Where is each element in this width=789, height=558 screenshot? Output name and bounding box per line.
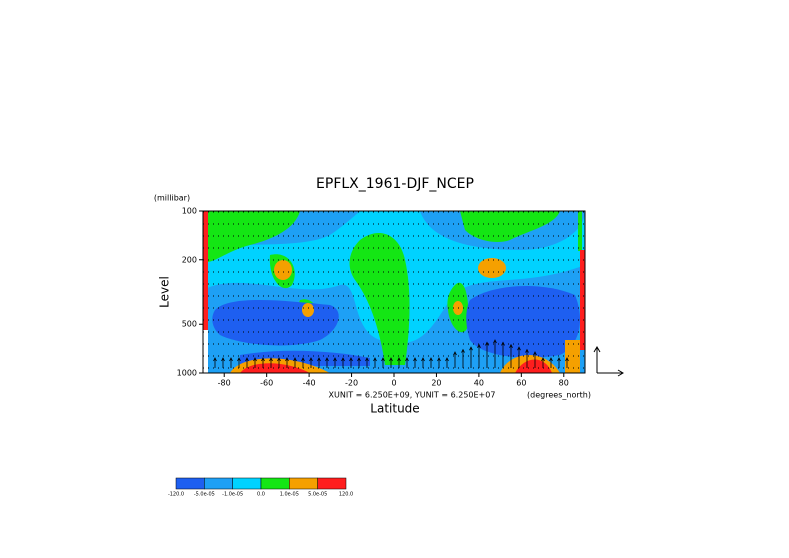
colorbar-label: 120.0 [339,492,353,498]
flux-arrow-head [541,357,545,362]
flux-arrow-head [397,357,401,362]
colorbar-box [260,477,290,490]
colorbar-label: -5.0e-05 [194,492,215,498]
contour-region [580,250,585,350]
contour-region [565,340,580,373]
flux-arrow-head [549,357,553,362]
flux-arrow-head [221,357,225,362]
flux-arrow-head [301,357,305,362]
flux-arrow-head [477,343,481,348]
x-tick-label: -40 [303,379,316,388]
colorbar-label: -1.0e-05 [222,492,243,498]
flux-arrows [213,339,569,368]
flux-arrow-head [445,357,449,362]
colorbar-box [204,477,233,490]
flux-arrow-head [357,357,361,362]
flux-arrow-head [253,357,257,362]
colorbar-box [289,477,318,490]
x-tick-label: -20 [345,379,358,388]
y-axis-label: Level [158,276,172,308]
flux-arrow-head [437,357,441,362]
flux-arrow-head [525,348,529,353]
x-tick-label: 0 [391,379,396,388]
level-dots [203,211,585,369]
flux-arrow-head [413,357,417,362]
flux-arrow-head [373,357,377,362]
annotation: XUNIT = 6.250E+09, YUNIT = 6.250E+07 [329,391,496,400]
flux-arrow-head [269,357,273,362]
x-tick-label: -60 [260,379,273,388]
x-tick-label: 80 [559,379,569,388]
flux-arrow-head [469,346,473,351]
chart-title: EPFLX_1961-DJF_NCEP [316,176,474,192]
flux-arrow-head [349,357,353,362]
flux-arrow-head [381,357,385,362]
y-tick-label: 100 [182,207,197,216]
colorbar-label: 5.0e-05 [308,492,327,498]
flux-arrow-head [493,339,497,344]
flux-arrow-head [245,357,249,362]
flux-arrow-head [261,357,265,362]
flux-arrow-head [509,343,513,348]
colorbar-label: -120.0 [168,492,184,498]
contour-region [466,285,580,358]
flux-arrow-head [517,346,521,351]
flux-arrow-head [405,357,409,362]
colorbar-box [232,477,262,490]
colorbar-box [317,477,347,490]
contour-region [274,260,292,280]
flux-arrow-head [389,357,393,362]
flux-arrow-head [293,357,297,362]
flux-arrow-head [285,357,289,362]
flux-arrow-head [317,357,321,362]
flux-arrow-head [229,357,233,362]
x-axis-label: Latitude [370,402,419,416]
flux-arrow-head [429,357,433,362]
flux-arrow-head [237,357,241,362]
x-tick-label: -80 [218,379,231,388]
flux-arrow-head [333,357,337,362]
x-unit: (degrees_north) [527,391,591,400]
contour-region [212,300,339,346]
contour-region [203,330,208,373]
y-tick-label: 500 [182,320,197,329]
flux-arrow-head [213,357,217,362]
reference-arrow [593,346,624,377]
y-tick-label: 200 [182,255,197,264]
colorbar-box [175,477,205,490]
flux-arrow-head [557,357,561,362]
contour-region [478,258,506,278]
contour-region [578,211,582,251]
y-unit: (millibar) [154,194,190,203]
x-tick-label: 40 [474,379,484,388]
flux-arrow-head [325,357,329,362]
contour-region [302,303,314,317]
contour-field [203,211,585,373]
contour-region [203,211,208,373]
contour-region [460,211,560,242]
flux-arrow-head [533,351,537,356]
contour-region [240,363,310,373]
colorbar-label: 0.0 [257,492,265,498]
contour-region [349,232,410,365]
flux-arrow-head [461,348,465,353]
x-tick-label: 20 [431,379,441,388]
flux-arrow-head [365,357,369,362]
flux-arrow-head [565,357,569,362]
flux-arrow-head [421,357,425,362]
x-tick-label: 60 [516,379,526,388]
y-tick-label: 1000 [177,369,197,378]
flux-arrow-head [309,357,313,362]
flux-arrow-head [341,357,345,362]
flux-arrow-head [277,357,281,362]
flux-arrow-head [453,351,457,356]
colorbar-label: 1.0e-05 [280,492,299,498]
